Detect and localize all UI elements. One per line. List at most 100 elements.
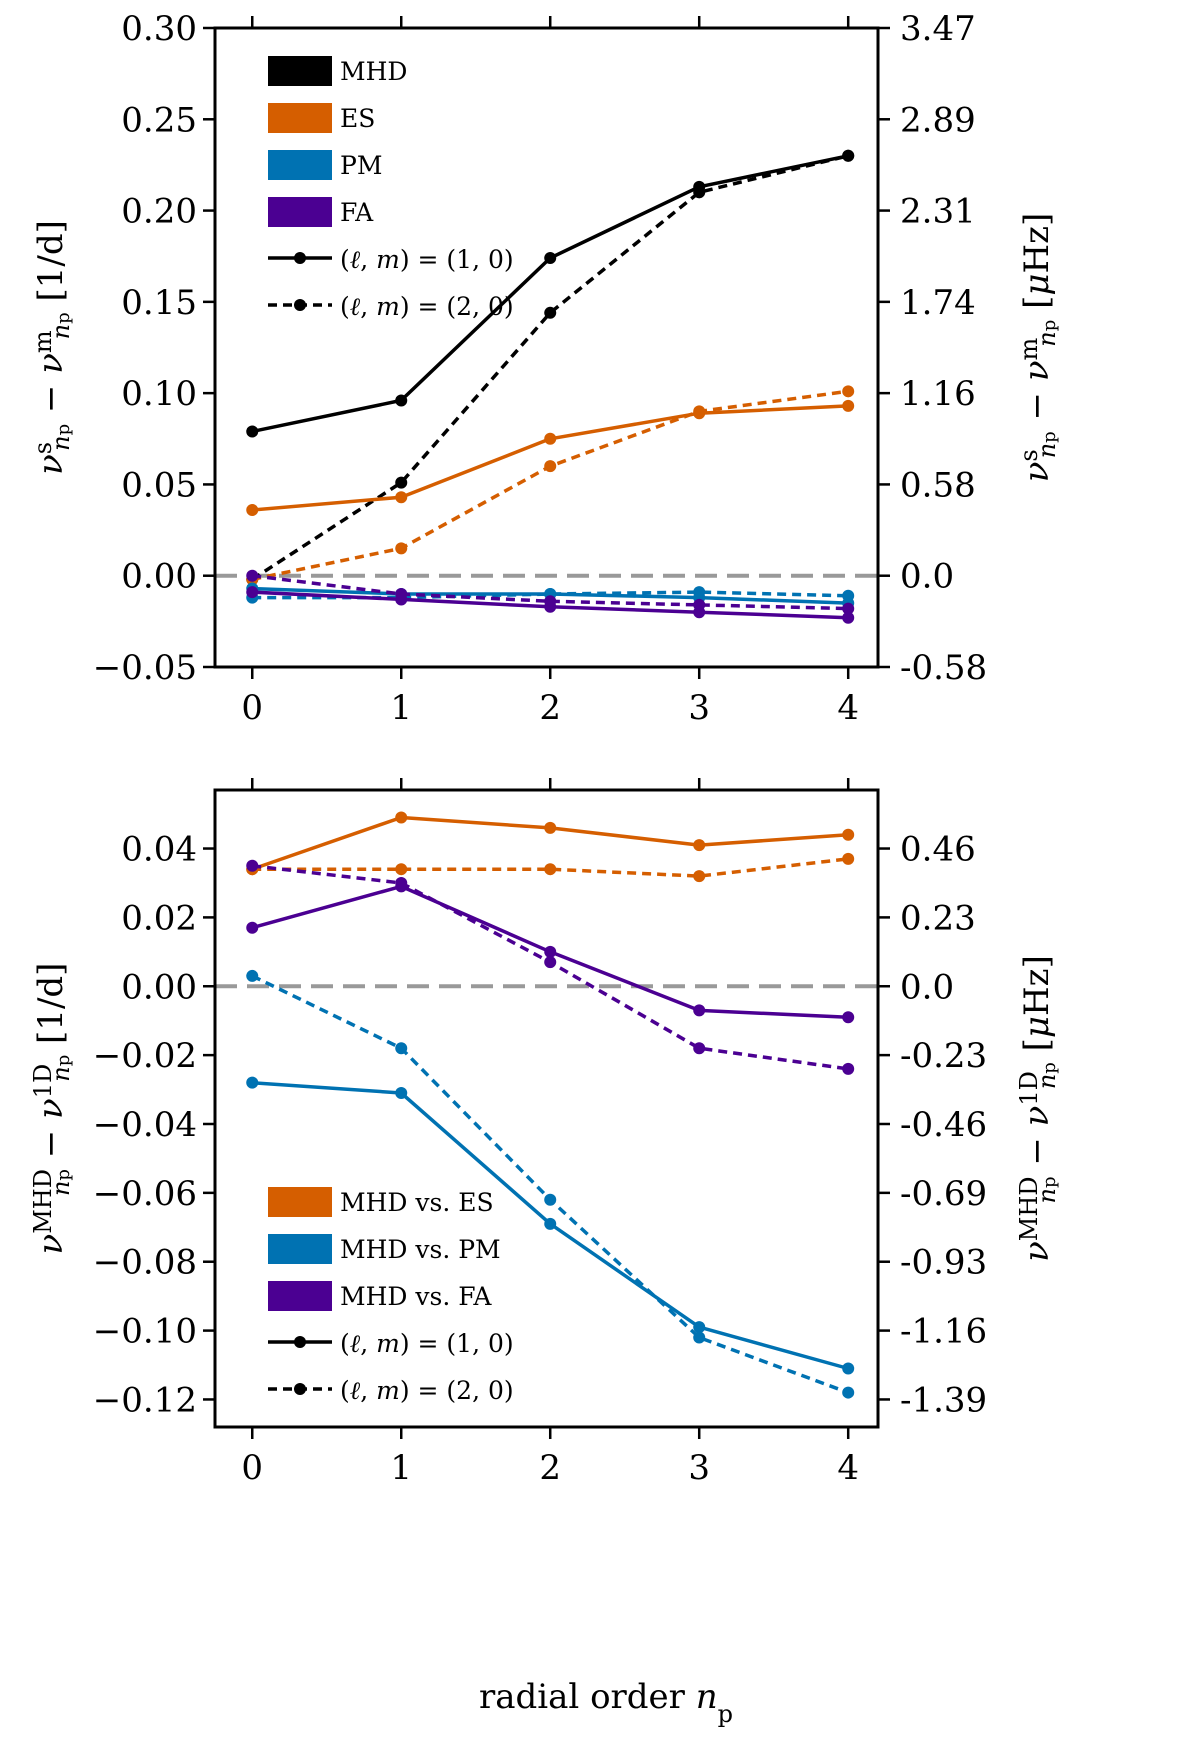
series-line-es-l2 xyxy=(251,389,849,582)
y2-tick-label: -0.23 xyxy=(900,1036,987,1076)
x-tick-label: 4 xyxy=(837,688,859,728)
data-point xyxy=(395,491,408,504)
y2-tick-label: 1.16 xyxy=(900,374,976,414)
y-tick-label: −0.10 xyxy=(93,1312,197,1352)
data-point xyxy=(693,586,706,599)
data-point xyxy=(544,821,557,834)
data-point xyxy=(842,1362,855,1375)
x-tick-label: 2 xyxy=(539,1448,561,1488)
y-tick-label: 0.25 xyxy=(121,100,197,140)
legend-label: MHD vs. FA xyxy=(340,1282,492,1311)
data-point xyxy=(246,1076,259,1089)
series-line-fa-l2 xyxy=(251,573,849,611)
y2-axis-label: νMHDnp − ν1Dnp [μHz] xyxy=(1015,955,1061,1262)
data-point xyxy=(246,859,259,872)
y-tick-label: 0.05 xyxy=(121,465,197,505)
data-point xyxy=(395,587,408,600)
x-axis-label: radial order np xyxy=(479,1677,733,1728)
data-point xyxy=(693,870,706,883)
plot-frame xyxy=(213,26,880,669)
y2-axis-label: νsnp − νmnp [μHz] xyxy=(1015,213,1061,483)
data-point xyxy=(246,586,259,599)
y-tick-label: 0.10 xyxy=(121,374,197,414)
y2-tick-label: 0.23 xyxy=(900,898,976,938)
chart-panel-2: 0 1 2 3 4 −0.12 -1.39 −0.10 -1.16 −0.08 -0.93 −0.06… xyxy=(29,778,1061,1488)
data-point xyxy=(395,863,408,876)
y-axis-label: νsnp − νmnp [1/d] xyxy=(29,220,75,475)
y-tick-label: −0.05 xyxy=(93,648,197,688)
legend-swatch xyxy=(268,1281,332,1311)
data-point xyxy=(246,921,259,934)
legend-label: PM xyxy=(340,151,382,180)
y-tick-label: 0.20 xyxy=(121,192,197,232)
legend-swatch xyxy=(268,103,332,133)
series-line-mhd-l2 xyxy=(251,154,849,581)
data-point xyxy=(246,425,259,438)
y-tick-label: 0.04 xyxy=(121,830,197,870)
y-tick-label: 0.00 xyxy=(121,557,197,597)
x-tick-label: 3 xyxy=(688,1448,710,1488)
data-point xyxy=(395,811,408,824)
data-point xyxy=(544,863,557,876)
chart-panel-1: 0 1 2 3 4 −0.05 -0.58 0.00 0.0 0.05 0.58 0.10 1.16 0.… xyxy=(29,9,1061,728)
legend-swatch xyxy=(268,56,332,86)
data-point xyxy=(246,503,259,516)
data-point xyxy=(693,405,706,418)
y2-tick-label: 3.47 xyxy=(900,9,976,49)
y2-tick-label: -0.69 xyxy=(900,1174,987,1214)
data-point xyxy=(842,602,855,615)
data-point xyxy=(544,306,557,319)
x-tick-label: 0 xyxy=(241,688,263,728)
x-tick-label: 0 xyxy=(241,1448,263,1488)
y2-tick-label: -1.39 xyxy=(900,1380,987,1420)
y-tick-label: −0.08 xyxy=(93,1243,197,1283)
data-point xyxy=(842,828,855,841)
data-point xyxy=(842,399,855,412)
data-point xyxy=(246,569,259,582)
x-tick-label: 1 xyxy=(390,1448,412,1488)
data-point xyxy=(544,1193,557,1206)
data-point xyxy=(693,1321,706,1334)
data-point xyxy=(246,969,259,982)
y-tick-label: −0.02 xyxy=(93,1036,197,1076)
data-point xyxy=(395,876,408,889)
data-point xyxy=(693,598,706,611)
x-tick-label: 3 xyxy=(688,688,710,728)
y2-tick-label: -0.46 xyxy=(900,1105,987,1145)
data-point xyxy=(693,1042,706,1055)
y2-tick-label: 0.58 xyxy=(900,465,976,505)
data-point xyxy=(693,839,706,852)
y2-tick-label: 2.89 xyxy=(900,100,976,140)
data-point xyxy=(544,460,557,473)
y-tick-label: −0.06 xyxy=(93,1174,197,1214)
legend-label: (ℓ, m) = (2, 0) xyxy=(340,292,514,321)
data-point xyxy=(395,542,408,555)
data-point xyxy=(544,956,557,969)
data-point xyxy=(395,1042,408,1055)
plot-frame xyxy=(213,788,880,1429)
y2-tick-label: 2.31 xyxy=(900,192,976,232)
data-point xyxy=(544,432,557,445)
legend-marker xyxy=(294,1383,306,1395)
y-tick-label: −0.12 xyxy=(93,1380,197,1420)
y2-tick-label: 0.46 xyxy=(900,830,976,870)
data-point xyxy=(842,1062,855,1075)
y2-tick-label: -0.58 xyxy=(900,648,987,688)
legend-label: (ℓ, m) = (1, 0) xyxy=(340,1329,514,1358)
data-point xyxy=(544,252,557,265)
data-point xyxy=(842,1386,855,1399)
y-tick-label: 0.30 xyxy=(121,9,197,49)
data-point xyxy=(395,394,408,407)
y-tick-label: 0.00 xyxy=(121,967,197,1007)
legend: MHD ES PM FA (ℓ, m) = (1, 0) (ℓ, m) = (2, 0) xyxy=(268,56,514,321)
legend-label: MHD vs. PM xyxy=(340,1235,501,1264)
legend-swatch xyxy=(268,197,332,227)
legend-marker xyxy=(294,1336,306,1348)
data-point xyxy=(544,945,557,958)
x-tick-label: 1 xyxy=(390,688,412,728)
legend-label: ES xyxy=(340,104,375,133)
legend-label: (ℓ, m) = (2, 0) xyxy=(340,1376,514,1405)
y2-tick-label: -0.93 xyxy=(900,1243,987,1283)
series-line-pm-l2 xyxy=(252,590,849,600)
